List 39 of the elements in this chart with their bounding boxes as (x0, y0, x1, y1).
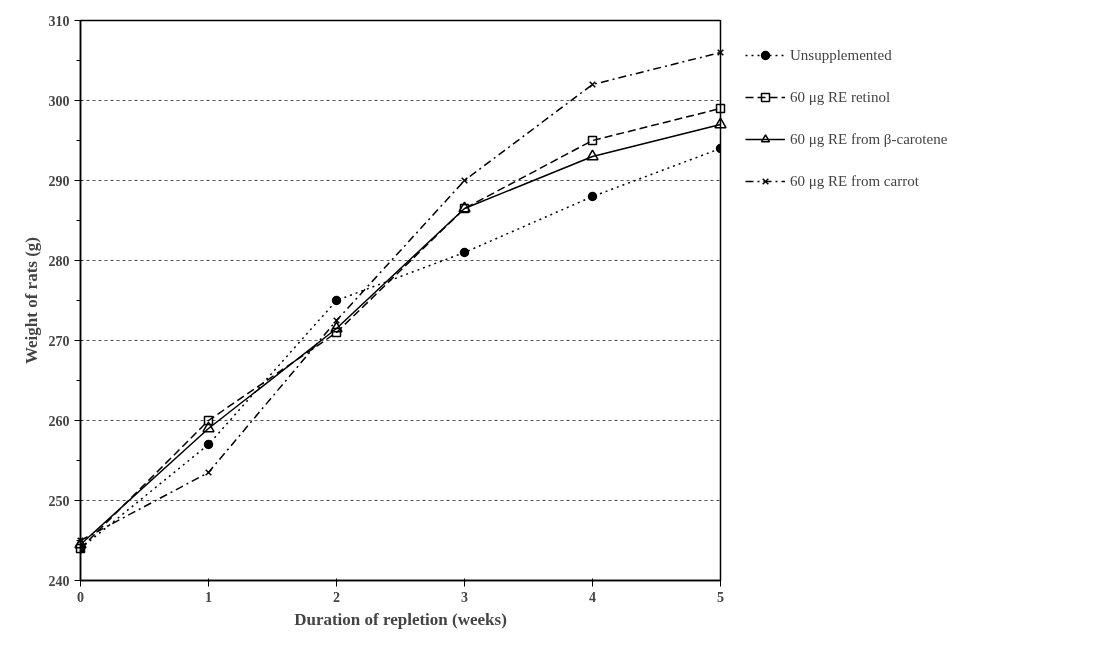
y-axis-title: Weight of rats (g) (21, 236, 41, 364)
point (586, 149, 599, 161)
y-tick-label: 250 (48, 493, 70, 509)
point (202, 421, 215, 433)
x-tick-label: 4 (589, 589, 596, 605)
point (459, 247, 470, 258)
point (74, 537, 87, 549)
point (75, 543, 86, 554)
legend-label: 60 μg RE from carrot (790, 172, 919, 190)
point (203, 439, 214, 450)
point (588, 80, 597, 89)
point (715, 103, 726, 114)
y-tick-label: 270 (48, 333, 70, 349)
x-tick-label: 2 (333, 589, 340, 605)
x-tick-label: 0 (77, 589, 84, 605)
y-tick-label: 310 (48, 13, 70, 29)
legend-label: 60 μg RE retinol (790, 88, 891, 106)
point (460, 176, 469, 185)
y-tick-label: 280 (48, 253, 70, 269)
point (714, 117, 727, 129)
point (331, 295, 342, 306)
y-tick-label: 290 (48, 173, 70, 189)
y-tick-label: 240 (48, 573, 70, 589)
point (332, 316, 341, 325)
x-tick-label: 3 (461, 589, 468, 605)
point (204, 468, 213, 477)
legend-label: 60 μg RE from β-carotene (790, 130, 948, 148)
y-tick-label: 260 (48, 413, 70, 429)
legend-label: Unsupplemented (790, 46, 892, 64)
point (587, 135, 598, 146)
point (331, 327, 342, 338)
y-tick-label: 300 (48, 93, 70, 109)
x-axis-title: Duration of repletion (weeks) (294, 609, 507, 629)
x-tick-label: 5 (717, 589, 724, 605)
point (203, 415, 214, 426)
x-tick-label: 1 (205, 589, 212, 605)
point (716, 48, 725, 57)
point (587, 191, 598, 202)
point (330, 321, 343, 333)
